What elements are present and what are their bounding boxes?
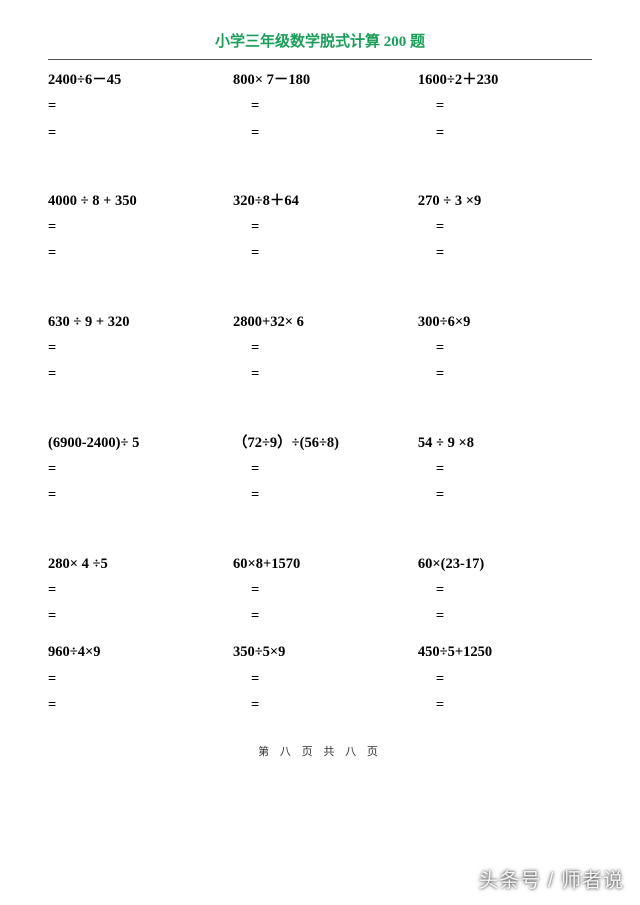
work-line: =: [48, 364, 233, 390]
problem-expression: 450÷5+1250: [418, 642, 592, 668]
row-gap: [48, 512, 592, 554]
work-line: =: [418, 123, 592, 149]
work-line: =: [233, 364, 418, 390]
work-line: =: [233, 669, 418, 695]
problem-expression: 2400÷6－45: [48, 70, 233, 96]
work-line: =: [48, 243, 233, 269]
problem-expression: (6900-2400)÷ 5: [48, 433, 233, 459]
problem-expression: 54 ÷ 9 ×8: [418, 433, 592, 459]
watermark: 头条号 / 师者说: [478, 864, 624, 893]
work-line: =: [418, 96, 592, 122]
work-line: =: [418, 580, 592, 606]
problem-expression: 630 ÷ 9 + 320: [48, 312, 233, 338]
problem-cell: 2400÷6－45==: [48, 70, 233, 149]
problem-expression: 2800+32× 6: [233, 312, 418, 338]
problem-cell: 2800+32× 6==: [233, 312, 418, 391]
work-line: =: [233, 580, 418, 606]
work-line: =: [48, 123, 233, 149]
work-line: =: [233, 243, 418, 269]
title-divider: [48, 59, 592, 60]
work-line: =: [233, 606, 418, 632]
work-line: =: [48, 669, 233, 695]
problem-row: 630 ÷ 9 + 320==2800+32× 6==300÷6×9==: [48, 312, 592, 391]
problem-expression: （72÷9）÷(56÷8): [233, 433, 418, 459]
problem-cell: 54 ÷ 9 ×8==: [418, 433, 592, 512]
work-line: =: [48, 338, 233, 364]
problem-cell: 350÷5×9==: [233, 642, 418, 721]
problem-cell: 270 ÷ 3 ×9==: [418, 191, 592, 270]
work-line: =: [418, 669, 592, 695]
work-line: =: [418, 485, 592, 511]
work-line: =: [418, 364, 592, 390]
row-gap: [48, 632, 592, 642]
problem-row: 2400÷6－45==800× 7－180==1600÷2＋230==: [48, 70, 592, 149]
problem-cell: 960÷4×9==: [48, 642, 233, 721]
problem-expression: 960÷4×9: [48, 642, 233, 668]
problem-cell: 4000 ÷ 8 + 350==: [48, 191, 233, 270]
problem-row: 960÷4×9==350÷5×9==450÷5+1250==: [48, 642, 592, 721]
problem-cell: 60×(23-17)==: [418, 554, 592, 633]
problem-cell: 450÷5+1250==: [418, 642, 592, 721]
problem-cell: 60×8+1570==: [233, 554, 418, 633]
work-line: =: [48, 459, 233, 485]
problem-row: 280× 4 ÷5==60×8+1570==60×(23-17)==: [48, 554, 592, 633]
problem-cell: (6900-2400)÷ 5==: [48, 433, 233, 512]
problem-expression: 320÷8＋64: [233, 191, 418, 217]
work-line: =: [233, 96, 418, 122]
work-line: =: [48, 606, 233, 632]
problem-expression: 1600÷2＋230: [418, 70, 592, 96]
work-line: =: [233, 338, 418, 364]
work-line: =: [233, 459, 418, 485]
worksheet-page: 小学三年级数学脱式计算 200 题 2400÷6－45==800× 7－180=…: [0, 0, 640, 759]
problem-expression: 280× 4 ÷5: [48, 554, 233, 580]
problem-expression: 270 ÷ 3 ×9: [418, 191, 592, 217]
problem-grid: 2400÷6－45==800× 7－180==1600÷2＋230==4000 …: [48, 70, 592, 721]
work-line: =: [48, 96, 233, 122]
row-gap: [48, 270, 592, 312]
problem-row: 4000 ÷ 8 + 350==320÷8＋64==270 ÷ 3 ×9==: [48, 191, 592, 270]
problem-expression: 300÷6×9: [418, 312, 592, 338]
work-line: =: [233, 485, 418, 511]
work-line: =: [233, 123, 418, 149]
problem-cell: 280× 4 ÷5==: [48, 554, 233, 633]
problem-expression: 4000 ÷ 8 + 350: [48, 191, 233, 217]
work-line: =: [233, 217, 418, 243]
page-footer: 第 八 页 共 八 页: [48, 743, 592, 759]
problem-cell: 630 ÷ 9 + 320==: [48, 312, 233, 391]
problem-cell: 1600÷2＋230==: [418, 70, 592, 149]
problem-expression: 60×8+1570: [233, 554, 418, 580]
row-gap: [48, 149, 592, 191]
work-line: =: [48, 695, 233, 721]
problem-cell: 300÷6×9==: [418, 312, 592, 391]
problem-cell: （72÷9）÷(56÷8)==: [233, 433, 418, 512]
work-line: =: [48, 580, 233, 606]
work-line: =: [48, 485, 233, 511]
problem-expression: 350÷5×9: [233, 642, 418, 668]
work-line: =: [233, 695, 418, 721]
work-line: =: [418, 459, 592, 485]
problem-cell: 320÷8＋64==: [233, 191, 418, 270]
work-line: =: [48, 217, 233, 243]
problem-expression: 800× 7－180: [233, 70, 418, 96]
work-line: =: [418, 217, 592, 243]
problem-cell: 800× 7－180==: [233, 70, 418, 149]
page-title: 小学三年级数学脱式计算 200 题: [48, 30, 592, 59]
problem-row: (6900-2400)÷ 5==（72÷9）÷(56÷8)==54 ÷ 9 ×8…: [48, 433, 592, 512]
row-gap: [48, 391, 592, 433]
work-line: =: [418, 243, 592, 269]
work-line: =: [418, 606, 592, 632]
work-line: =: [418, 695, 592, 721]
problem-expression: 60×(23-17): [418, 554, 592, 580]
work-line: =: [418, 338, 592, 364]
